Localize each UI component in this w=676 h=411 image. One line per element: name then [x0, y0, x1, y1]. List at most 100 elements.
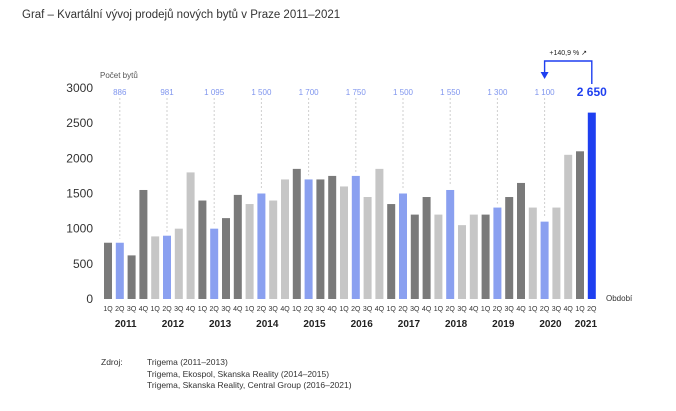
bar — [528, 207, 537, 299]
bar — [233, 194, 242, 299]
q2-value-label: 981 — [160, 88, 174, 97]
q2-value-label: 1 100 — [535, 88, 556, 97]
bar — [222, 218, 230, 299]
year-label: 2015 — [303, 319, 326, 330]
y-tick-label: 2500 — [66, 116, 93, 130]
y-tick-label: 500 — [73, 257, 93, 271]
year-label: 2021 — [575, 319, 598, 330]
bar — [210, 228, 219, 299]
x-tick-label: 1Q — [292, 306, 302, 313]
bar — [422, 197, 431, 299]
bar — [517, 182, 525, 299]
year-label: 2017 — [398, 319, 421, 330]
bar — [540, 221, 549, 299]
source-line-1: Trigema (2011–2013) — [147, 357, 228, 367]
bar — [552, 207, 561, 299]
bar — [316, 179, 325, 299]
y-tick-label: 0 — [86, 292, 93, 306]
x-tick-label: 4Q — [186, 306, 196, 313]
q2-value-label: 1 300 — [487, 88, 508, 97]
x-tick-label: 4Q — [422, 306, 432, 313]
x-tick-label: 4Q — [469, 306, 479, 313]
x-tick-label: 4Q — [328, 306, 338, 313]
x-tick-label: 3Q — [552, 306, 562, 313]
change-annotation: +140,9 % ↗ — [549, 50, 587, 57]
x-tick-label: 4Q — [516, 306, 526, 313]
y-tick-label: 1500 — [66, 187, 93, 201]
x-tick-label: 3Q — [363, 306, 373, 313]
x-tick-label: 2Q — [351, 306, 361, 313]
year-label: 2011 — [115, 319, 137, 330]
x-tick-label: 4Q — [280, 306, 290, 313]
x-tick-label: 3Q — [221, 306, 231, 313]
bar — [469, 214, 478, 299]
year-label: 2014 — [256, 319, 279, 330]
q2-value-label: 1 500 — [251, 88, 272, 97]
source-note: Zdroj: Trigema (2011–2013) Trigema, Ekosp… — [101, 357, 352, 392]
year-label: 2013 — [209, 319, 232, 330]
q2-value-label: 1 750 — [346, 88, 367, 97]
change-arrow-head — [540, 72, 549, 79]
bar — [104, 242, 112, 299]
bar — [375, 168, 384, 299]
x-tick-label: 3Q — [410, 306, 420, 313]
x-tick-label: 1Q — [151, 306, 161, 313]
y-axis-label: Počet bytů — [100, 71, 138, 80]
x-tick-label: 3Q — [174, 306, 184, 313]
x-tick-label: 2Q — [257, 306, 267, 313]
x-tick-label: 2Q — [493, 306, 503, 313]
x-tick-label: 2Q — [162, 306, 172, 313]
source-line-2: Trigema, Ekospol, Skanska Reality (2014–… — [147, 368, 330, 379]
bar — [281, 179, 289, 299]
bar — [198, 200, 207, 299]
bar — [139, 189, 148, 299]
q2-value-label: 1 550 — [440, 88, 461, 97]
x-tick-label: 2Q — [210, 306, 220, 313]
year-label: 2012 — [162, 319, 185, 330]
year-label: 2019 — [492, 319, 515, 330]
chart-title: Graf – Kvartální vývoj prodejů nových by… — [22, 9, 341, 21]
bar — [351, 175, 360, 299]
bar — [387, 204, 396, 299]
x-tick-label: 1Q — [198, 306, 208, 313]
q2-value-label: 1 095 — [204, 88, 225, 97]
bar — [493, 207, 502, 299]
x-tick-label: 4Q — [233, 306, 243, 313]
year-label: 2020 — [539, 319, 562, 330]
x-tick-label: 2Q — [587, 306, 597, 313]
bar — [458, 225, 466, 299]
x-tick-label: 3Q — [127, 306, 137, 313]
x-tick-label: 1Q — [575, 306, 585, 313]
x-tick-label: 1Q — [528, 306, 538, 313]
q2-value-label: 1 700 — [299, 88, 320, 97]
year-label: 2016 — [351, 319, 374, 330]
bar — [505, 197, 514, 299]
source-label: Zdroj: — [101, 357, 123, 367]
bar — [127, 255, 136, 299]
x-tick-label: 3Q — [316, 306, 326, 313]
highlight-value-label: 2 650 — [577, 85, 607, 99]
y-tick-label: 2000 — [66, 151, 93, 165]
x-axis-label: Období — [606, 294, 633, 303]
x-tick-label: 1Q — [387, 306, 397, 313]
y-tick-label: 1000 — [66, 222, 93, 236]
bar — [257, 193, 266, 299]
bar — [587, 112, 596, 299]
q2-value-label: 886 — [113, 88, 127, 97]
bar — [292, 168, 301, 299]
bar — [399, 193, 407, 299]
bar — [363, 197, 372, 299]
x-tick-label: 1Q — [339, 306, 349, 313]
x-tick-label: 1Q — [434, 306, 444, 313]
bar — [328, 175, 337, 299]
bar — [245, 204, 254, 299]
x-tick-label: 4Q — [564, 306, 574, 313]
x-tick-label: 3Q — [269, 306, 279, 313]
x-tick-label: 4Q — [375, 306, 385, 313]
bar — [174, 228, 183, 299]
x-tick-label: 1Q — [481, 306, 491, 313]
x-tick-label: 2Q — [398, 306, 408, 313]
x-tick-label: 2Q — [446, 306, 456, 313]
bar — [410, 214, 419, 299]
